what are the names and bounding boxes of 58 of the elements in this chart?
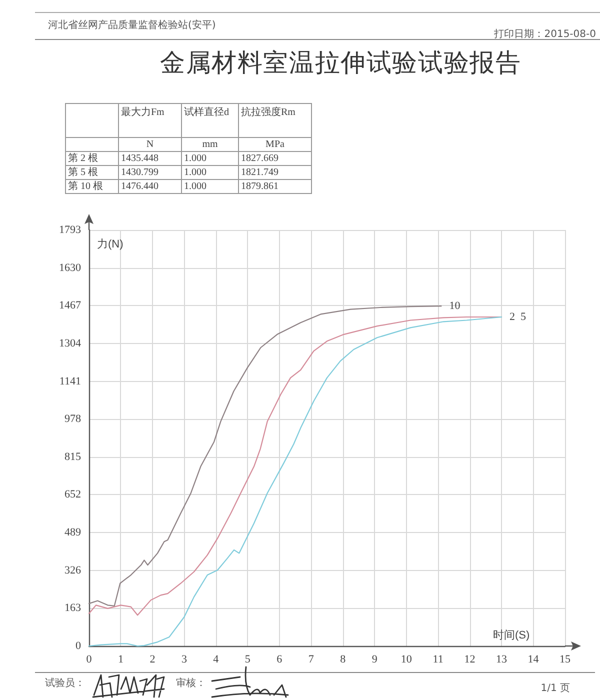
x-tick-label: 3 [181, 654, 188, 666]
y-tick-label: 326 [64, 564, 82, 576]
text: 1/1 页 [540, 682, 570, 695]
text: 1.000 [184, 152, 206, 164]
category-label: 抗拉强度Rm [238, 104, 312, 138]
text: 1821.749 [241, 166, 278, 178]
x-tick-label: 7 [308, 654, 314, 666]
x-tick-label: 9 [372, 654, 378, 666]
y-tick-label: 489 [64, 526, 82, 539]
text: 审核： [176, 676, 206, 690]
x-tick-label: 4 [213, 654, 220, 666]
x-tick-label: 5 [244, 654, 251, 666]
category-label: 试样直径d [182, 104, 238, 138]
text: 试验员： [45, 676, 85, 690]
y-tick-label: 815 [64, 450, 82, 463]
x-tick-label: 10 [400, 654, 412, 666]
x-tick-label: 6 [276, 654, 283, 666]
y-tick-label: 0 [76, 640, 82, 652]
y-tick-label: 1141 [59, 375, 81, 388]
y-tick-label: 978 [64, 413, 82, 426]
text: 1.000 [184, 166, 206, 178]
series-label: 5 [520, 311, 527, 324]
category-label: 最大力Fm [118, 104, 182, 138]
text: 金属材料室温拉伸试验试验报告 [160, 47, 522, 79]
text: mm [202, 138, 218, 150]
x-tick-label: 13 [496, 654, 508, 666]
x-tick-label: 2 [150, 654, 156, 666]
x-tick-label: 1 [118, 654, 124, 666]
text: 1430.799 [121, 166, 158, 178]
x-tick-label: 14 [528, 654, 540, 666]
category-label: 第 10 根 [68, 180, 103, 192]
text: MPa [266, 138, 284, 150]
x-tick-label: 0 [86, 654, 92, 666]
x-tick-label: 11 [432, 654, 444, 666]
text: 打印日期：2015-08-0 [494, 28, 596, 41]
y-tick-label: 1467 [59, 300, 82, 312]
text: 1476.440 [121, 180, 158, 192]
x-tick-label: 8 [340, 654, 346, 666]
y-tick-label: 1630 [59, 262, 82, 274]
y-tick-label: 1793 [59, 224, 82, 236]
series-label: 2 [510, 311, 516, 324]
text: 河北省丝网产品质量监督检验站(安平) [48, 18, 216, 32]
x-axis-title: 时间(S) [493, 628, 530, 642]
series-label: 10 [449, 300, 461, 312]
text: 1435.448 [121, 152, 158, 164]
y-tick-label: 163 [64, 602, 82, 614]
text: 1.000 [184, 180, 206, 192]
y-tick-label: 652 [64, 488, 81, 501]
x-tick-label: 12 [464, 654, 476, 666]
category-label: 第 5 根 [68, 166, 98, 178]
line-series [88, 306, 442, 606]
x-tick-label: 15 [560, 654, 571, 666]
text: 1827.669 [241, 152, 278, 164]
category-label: 第 2 根 [68, 152, 98, 164]
y-axis-title: 力(N) [97, 238, 124, 250]
text: N [146, 138, 154, 150]
y-tick-label: 1304 [59, 337, 82, 350]
text: 1879.861 [241, 180, 278, 192]
